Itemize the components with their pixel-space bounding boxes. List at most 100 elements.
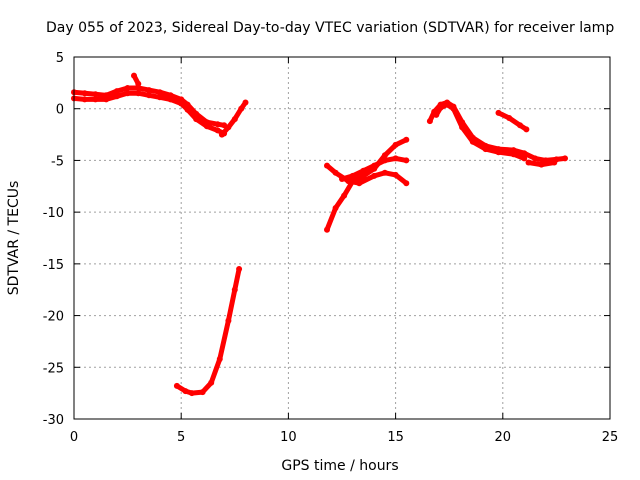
data-point bbox=[199, 389, 206, 396]
data-point bbox=[214, 127, 221, 134]
data-point bbox=[510, 151, 517, 158]
data-point bbox=[146, 87, 152, 94]
y-tick-label: -30 bbox=[43, 413, 64, 428]
data-point bbox=[332, 169, 339, 176]
data-point bbox=[173, 382, 180, 389]
data-point bbox=[349, 172, 356, 179]
x-tick-label: 5 bbox=[177, 430, 185, 445]
data-point bbox=[403, 157, 410, 164]
data-point bbox=[208, 379, 215, 386]
series-arc-4-b bbox=[433, 102, 527, 161]
data-point bbox=[433, 111, 440, 118]
series-group bbox=[71, 72, 568, 397]
data-point bbox=[218, 131, 225, 138]
data-point bbox=[124, 90, 131, 97]
data-point bbox=[324, 226, 330, 233]
series-arc-1-lower bbox=[71, 90, 227, 136]
data-point bbox=[231, 286, 238, 293]
data-point bbox=[450, 105, 457, 112]
data-point bbox=[214, 121, 221, 128]
series-arc-1-upper bbox=[71, 85, 227, 128]
data-point bbox=[360, 172, 367, 179]
y-tick-label: 0 bbox=[56, 103, 64, 118]
data-point bbox=[341, 192, 348, 199]
data-point bbox=[188, 390, 195, 397]
x-tick-label: 0 bbox=[70, 430, 78, 445]
x-tick-label: 25 bbox=[602, 430, 619, 445]
x-tick-label: 20 bbox=[495, 430, 512, 445]
data-point bbox=[238, 105, 245, 112]
data-point bbox=[525, 159, 532, 166]
y-tick-label: -5 bbox=[51, 154, 64, 169]
data-point bbox=[371, 172, 378, 179]
data-point bbox=[381, 169, 388, 176]
data-point bbox=[92, 91, 99, 98]
data-point bbox=[182, 388, 189, 395]
data-point bbox=[225, 317, 232, 324]
x-axis-label: GPS time / hours bbox=[281, 458, 398, 474]
data-point bbox=[403, 180, 410, 187]
y-tick-label: 5 bbox=[56, 51, 64, 66]
y-tick-label: -20 bbox=[43, 310, 64, 325]
data-point bbox=[339, 176, 345, 182]
data-point bbox=[156, 94, 163, 101]
data-point bbox=[135, 85, 142, 91]
data-point bbox=[184, 106, 191, 113]
data-point bbox=[242, 99, 249, 106]
data-point bbox=[349, 178, 356, 185]
data-point bbox=[521, 155, 528, 162]
data-point bbox=[225, 124, 232, 131]
grid bbox=[74, 57, 610, 419]
data-point bbox=[381, 152, 388, 159]
data-point bbox=[506, 115, 513, 121]
data-point bbox=[113, 88, 120, 95]
data-point bbox=[81, 96, 88, 103]
data-point bbox=[135, 80, 142, 87]
data-point bbox=[523, 126, 530, 133]
data-point bbox=[392, 171, 399, 178]
x-tick-label: 15 bbox=[387, 430, 404, 445]
data-point bbox=[203, 123, 210, 130]
data-point bbox=[193, 116, 200, 123]
plot-frame bbox=[73, 56, 611, 420]
data-point bbox=[92, 96, 99, 103]
ticks: 0 5 10 15 20 25 5 0 -5 -10 -15 -20 -25 -30 bbox=[43, 51, 619, 445]
data-point bbox=[131, 72, 137, 79]
data-point bbox=[538, 161, 545, 168]
data-point bbox=[562, 155, 568, 162]
data-point bbox=[426, 118, 433, 125]
series-arc-4-c bbox=[496, 110, 529, 132]
data-point bbox=[403, 136, 410, 143]
data-point bbox=[156, 89, 163, 96]
data-point bbox=[495, 149, 502, 156]
data-point bbox=[517, 122, 523, 129]
data-point bbox=[392, 155, 399, 162]
data-point bbox=[521, 150, 528, 157]
y-tick-label: -25 bbox=[43, 361, 64, 376]
data-point bbox=[495, 109, 502, 116]
y-tick-label: -10 bbox=[43, 206, 64, 221]
data-point bbox=[371, 165, 378, 172]
data-point bbox=[469, 138, 476, 145]
data-point bbox=[231, 116, 238, 123]
series-arc-2 bbox=[174, 266, 242, 396]
data-point bbox=[332, 205, 339, 211]
x-tick-label: 10 bbox=[280, 430, 297, 445]
data-point bbox=[135, 90, 142, 97]
data-point bbox=[459, 124, 466, 131]
data-point bbox=[392, 141, 399, 148]
data-point bbox=[216, 356, 223, 362]
data-point bbox=[532, 155, 538, 162]
data-point bbox=[482, 146, 489, 153]
data-point bbox=[437, 104, 444, 111]
data-point bbox=[167, 96, 174, 103]
data-point bbox=[356, 180, 363, 187]
data-point bbox=[113, 93, 120, 100]
y-axis-label: SDTVAR / TECUs bbox=[6, 181, 22, 296]
data-point bbox=[551, 159, 558, 166]
y-tick-label: -15 bbox=[43, 258, 64, 273]
chart-title: Day 055 of 2023, Sidereal Day-to-day VTE… bbox=[46, 20, 614, 36]
data-point bbox=[444, 101, 451, 108]
data-point bbox=[324, 162, 330, 169]
